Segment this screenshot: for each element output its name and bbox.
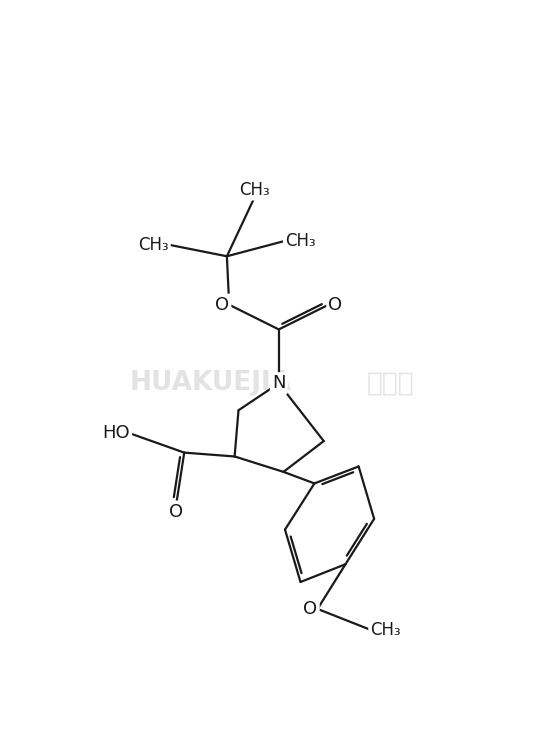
Text: CH₃: CH₃ — [239, 181, 269, 199]
Text: O: O — [215, 296, 229, 314]
Text: CH₃: CH₃ — [285, 232, 316, 250]
Text: 化学加: 化学加 — [366, 370, 414, 396]
Text: O: O — [304, 600, 318, 618]
Text: HO: HO — [102, 424, 130, 442]
Text: O: O — [169, 503, 183, 521]
Text: HUAKUEJIA: HUAKUEJIA — [130, 370, 292, 396]
Text: N: N — [272, 374, 286, 392]
Text: CH₃: CH₃ — [370, 621, 401, 639]
Text: CH₃: CH₃ — [138, 236, 169, 254]
Text: O: O — [329, 296, 343, 314]
